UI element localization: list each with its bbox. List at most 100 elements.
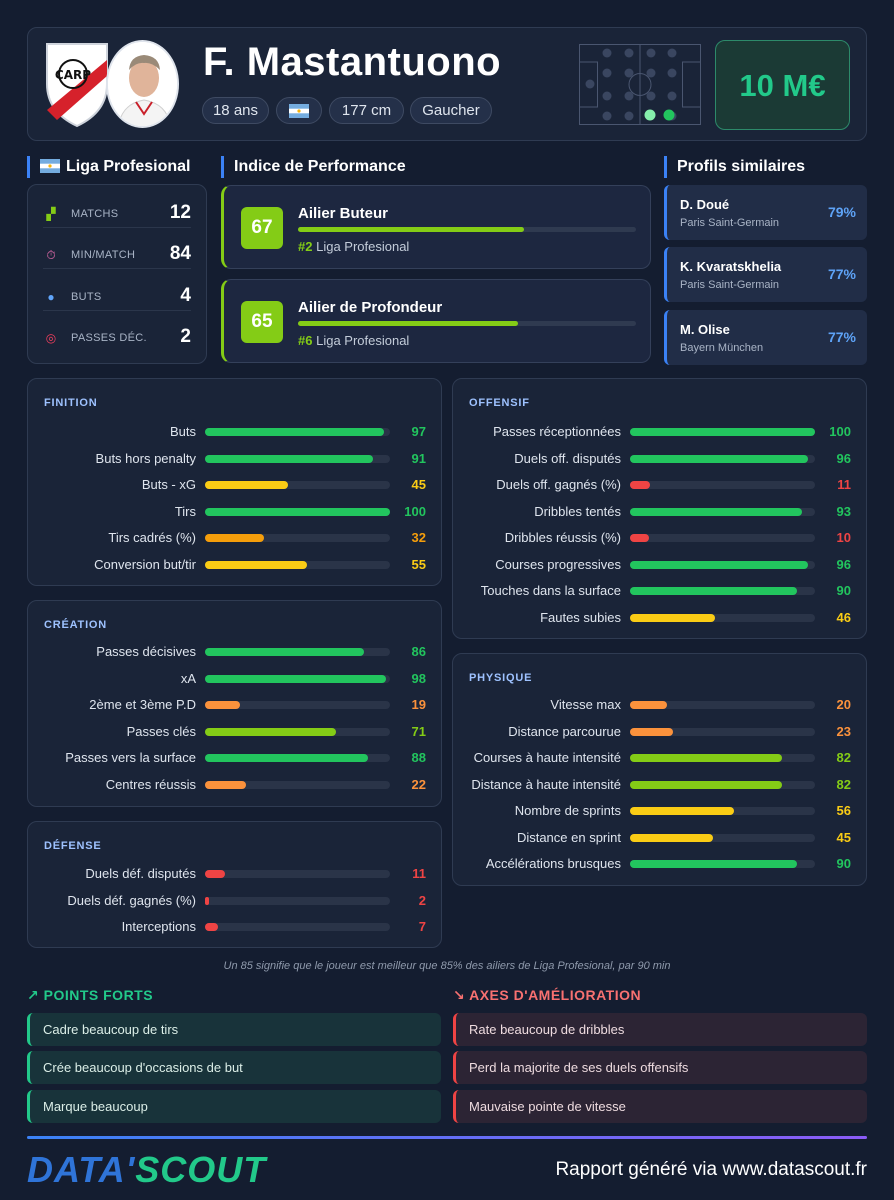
performance-role: Ailier de Profondeur [298, 299, 443, 316]
performance-role: Ailier Buteur [298, 205, 389, 222]
metric-bar-fill [205, 428, 385, 436]
trending-down-icon: ↘ [453, 987, 466, 1003]
metric-bar [205, 701, 390, 709]
footer-link-text[interactable]: Rapport généré via www.datascout.fr [555, 1159, 867, 1180]
metric-label: Duels off. disputés [514, 450, 621, 466]
metric-bar [205, 507, 390, 516]
metric-bar [630, 754, 815, 762]
svg-text:CARP: CARP [55, 68, 91, 82]
metric-bar-fill [205, 560, 307, 569]
similar-profile-card[interactable]: D. Doué Paris Saint-Germain 79% [664, 185, 867, 240]
stat-row-assists: ◎ PASSES DÉC. 2 [43, 324, 191, 352]
similar-percentage: 77% [827, 266, 856, 282]
panel-title: FINITION [44, 397, 98, 409]
similar-percentage: 77% [827, 329, 856, 345]
metric-bar [205, 727, 390, 736]
metric-label: Tirs [174, 503, 196, 519]
metric-bar [630, 780, 815, 789]
metric-value: 20 [836, 697, 851, 712]
metric-bar [205, 534, 390, 542]
metric-bar [630, 860, 815, 868]
metric-bar [630, 428, 815, 436]
performance-bar-fill [298, 321, 518, 326]
metric-row: Dribbles réussis (%) 10 [453, 529, 866, 547]
position-pitch-icon [579, 44, 701, 125]
metric-value: 82 [836, 750, 851, 765]
metric-label: Buts - xG [141, 477, 196, 492]
metric-value: 100 [829, 424, 851, 439]
performance-score: 67 [241, 207, 283, 249]
metric-label: 2ème et 3ème P.D [89, 697, 196, 712]
similar-profile-card[interactable]: M. Olise Bayern München 77% [664, 310, 867, 365]
performance-rank: #6 Liga Profesional [298, 333, 410, 348]
similar-section-title: Profils similaires [664, 156, 805, 178]
nationality-pill [276, 97, 322, 124]
weakness-item: Rate beaucoup de dribbles [453, 1013, 867, 1046]
metric-bar-fill [630, 507, 803, 516]
metric-label: Vitesse max [550, 697, 621, 712]
strength-item: Cadre beaucoup de tirs [27, 1013, 441, 1046]
metric-bar [205, 454, 390, 463]
metric-label: Conversion but/tir [94, 556, 196, 572]
metric-bar [205, 481, 390, 489]
metric-row: Dribbles tentés 93 [453, 503, 866, 521]
metric-label: Accélérations brusques [485, 856, 621, 871]
player-photo-icon [106, 40, 179, 128]
metric-row: Buts - xG 45 [28, 476, 441, 494]
weaknesses-title: ↘ AXES D'AMÉLIORATION [453, 987, 642, 1003]
physique-panel: PHYSIQUE Vitesse max 20 Distance parcourue… [452, 653, 867, 886]
similar-club: Paris Saint-Germain [680, 279, 780, 291]
stat-label: MIN/MATCH [71, 249, 136, 261]
metric-row: Duels off. gagnés (%) 11 [453, 476, 866, 494]
league-section-title: Liga Profesional [27, 156, 190, 178]
metric-bar [630, 701, 815, 709]
metric-label: Centres réussis [105, 776, 196, 792]
argentina-flag-icon [289, 104, 309, 118]
stat-row-matches: ▞ MATCHS 12 [43, 200, 191, 228]
metric-value: 11 [837, 477, 851, 492]
performance-rank: #2 Liga Profesional [298, 239, 410, 254]
metric-bar-fill [630, 807, 734, 815]
metric-row: Passes décisives 86 [28, 643, 441, 661]
footer-divider [27, 1136, 867, 1139]
performance-card: 65 Ailier de Profondeur #6 Liga Profesio… [221, 279, 651, 363]
metric-label: Distance à haute intensité [471, 776, 621, 792]
stat-label: MATCHS [71, 208, 119, 220]
metric-bar [630, 727, 815, 736]
metric-value: 10 [836, 530, 851, 545]
metric-bar [630, 454, 815, 463]
club-crest-icon: CARP [46, 43, 108, 128]
metric-bar-fill [205, 674, 387, 683]
metric-label: Interceptions [121, 919, 196, 934]
metric-bar-fill [205, 923, 218, 931]
metric-value: 86 [411, 644, 426, 659]
metric-row: Duels déf. gagnés (%) 2 [28, 892, 441, 910]
similar-percentage: 79% [827, 204, 856, 220]
metric-label: Passes clés [126, 723, 196, 739]
metric-value: 88 [411, 750, 426, 765]
age-pill: 18 ans [202, 97, 269, 124]
metric-row: Buts hors penalty 91 [28, 450, 441, 468]
metric-bar-fill [630, 481, 651, 489]
metric-value: 22 [411, 776, 426, 792]
metric-value: 45 [411, 477, 426, 492]
metric-bar-fill [630, 613, 716, 622]
metric-row: Centres réussis 22 [28, 776, 441, 794]
metric-label: xA [180, 670, 196, 686]
metric-row: Tirs cadrés (%) 32 [28, 529, 441, 547]
metric-value: 45 [836, 829, 851, 845]
stat-label: PASSES DÉC. [71, 332, 147, 344]
similar-profile-card[interactable]: K. Kvaratskhelia Paris Saint-Germain 77% [664, 247, 867, 302]
metric-value: 96 [836, 556, 851, 572]
metric-row: Distance parcourue 23 [453, 723, 866, 741]
metric-row: Buts 97 [28, 423, 441, 441]
metric-value: 97 [411, 424, 426, 439]
metric-row: Tirs 100 [28, 503, 441, 521]
metric-label: Passes réceptionnées [493, 424, 621, 439]
panel-title: DÉFENSE [44, 840, 102, 852]
metric-label: Passes décisives [96, 644, 196, 659]
metric-bar-fill [630, 428, 815, 436]
strength-item: Crée beaucoup d'occasions de but [27, 1051, 441, 1084]
metric-bar-fill [205, 701, 241, 709]
metric-row: Distance à haute intensité 82 [453, 776, 866, 794]
